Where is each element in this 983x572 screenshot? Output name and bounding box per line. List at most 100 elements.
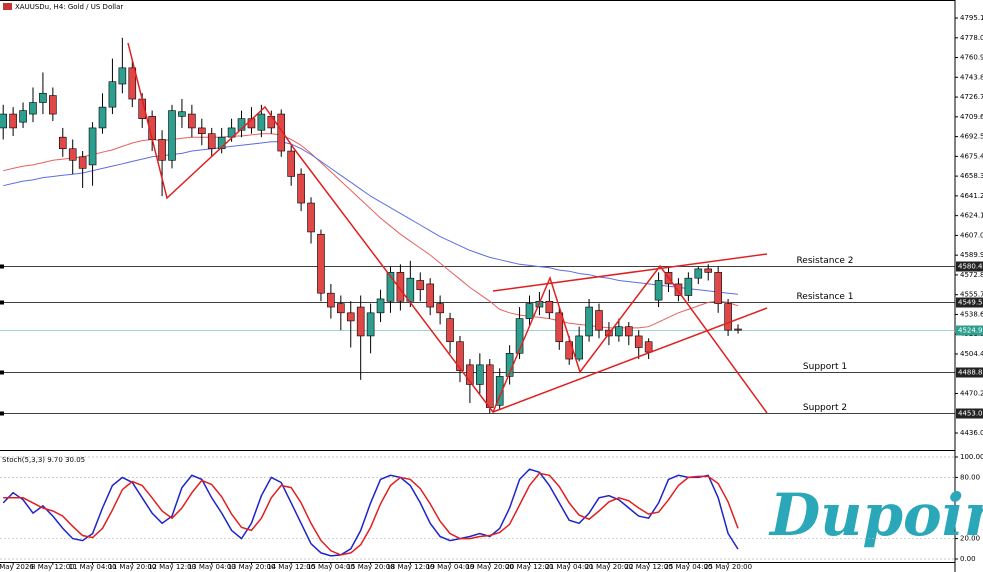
x-tick-label: 18 May 12:00 [386, 563, 434, 571]
candle-body [188, 113, 196, 129]
candle-body [704, 268, 713, 273]
candle-body [714, 272, 722, 304]
candle-body [19, 110, 27, 123]
candle-body [297, 173, 305, 204]
y-tick-label: 4607.00 [960, 231, 983, 239]
level-marker [0, 370, 4, 375]
y-tick-label: 4641.20 [960, 192, 983, 200]
y-tick-label: 4658.30 [960, 172, 983, 180]
candle-body [366, 312, 375, 337]
price-box [956, 297, 983, 308]
y-tick-label: 4795.10 [960, 14, 983, 22]
level-marker [0, 411, 4, 416]
candle-body [555, 312, 564, 343]
level-marker [0, 264, 4, 269]
candle-body [456, 341, 464, 371]
price-box [956, 367, 983, 378]
level-label: Support 2 [803, 403, 847, 413]
candle-body [0, 113, 8, 129]
channel-upper [492, 253, 768, 292]
candle-body [346, 312, 355, 322]
x-tick-label: 25 May 04:00 [664, 563, 712, 571]
candle-body [267, 116, 276, 129]
candle-body [9, 113, 17, 129]
candle-body [615, 326, 623, 337]
candle-body [78, 156, 87, 169]
candle-body [694, 268, 703, 279]
y-tick-label: 4726.70 [960, 93, 983, 101]
price-box-label: 4549.53 [958, 299, 983, 307]
x-tick-label: 7 May 2026 [0, 563, 34, 571]
y-tick-label: 4692.50 [960, 133, 983, 141]
candle-body [237, 118, 246, 131]
candle-body [217, 136, 226, 150]
level-marker [0, 300, 4, 305]
x-tick-label: 8 May 12:00 [31, 563, 75, 571]
candle-body [545, 300, 554, 314]
candle-body [386, 272, 395, 302]
candle-body [416, 280, 425, 291]
candle-body [327, 292, 335, 308]
drawings [127, 42, 768, 414]
candle-body [525, 303, 534, 319]
level-label: Resistance 2 [796, 256, 853, 266]
y-tick-label: 0.00 [960, 555, 976, 563]
candle-body [49, 95, 57, 115]
candle-body [88, 127, 97, 166]
candle-body [277, 113, 286, 152]
x-tick-label: 19 May 04:00 [426, 563, 474, 571]
candle-body [287, 150, 295, 177]
y-tick-label: 4675.40 [960, 152, 983, 160]
y-tick-label: 20.00 [960, 535, 980, 543]
candle-body [634, 335, 643, 348]
y-tick-label: 4760.90 [960, 54, 983, 62]
x-tick-label: 13 May 20:00 [227, 563, 275, 571]
candle-body [178, 111, 186, 117]
x-tick-label: 19 May 20:00 [466, 563, 514, 571]
y-tick-label: 4743.80 [960, 73, 983, 81]
watermark: Dupoin [768, 481, 983, 549]
candle-body [485, 364, 494, 408]
candle-body [58, 136, 67, 150]
candle-body [436, 303, 444, 314]
level-label: Support 1 [803, 362, 847, 372]
price-box [956, 261, 983, 272]
candle-body [257, 113, 266, 131]
level-label: Resistance 1 [796, 292, 853, 302]
candle-body [495, 376, 504, 406]
candle-body [724, 303, 732, 331]
channel-lower [492, 307, 768, 413]
candle-body [207, 133, 216, 150]
candle-body [595, 310, 603, 331]
candle-body [644, 341, 653, 353]
y-tick-label: 4624.10 [960, 212, 983, 220]
x-tick-label: 22 May 12:00 [625, 563, 673, 571]
stoch-line [3, 472, 739, 556]
price-box-label: 4580.46 [958, 263, 983, 271]
candle-body [168, 110, 176, 161]
candle-body [307, 202, 315, 233]
candle-body [396, 272, 405, 302]
candle-body [476, 364, 484, 385]
candle-body [515, 318, 524, 354]
price-box [956, 408, 983, 419]
x-tick-label: 11 May 04:00 [69, 563, 117, 571]
candle-body [426, 283, 434, 308]
y-tick-label: 4572.80 [960, 271, 983, 279]
flag-icon [3, 3, 12, 10]
candle-body [674, 283, 683, 296]
y-tick-label: 4470.20 [960, 389, 983, 397]
x-tick-label: 21 May 20:00 [585, 563, 633, 571]
y-tick-label: 4589.90 [960, 251, 983, 259]
stoch-title: Stoch(5,3,3) 9.70 30.05 [2, 456, 85, 464]
candle-body [317, 233, 325, 294]
candle-body [406, 277, 415, 302]
y-tick-label: 4538.60 [960, 310, 983, 318]
candle-body [585, 306, 593, 337]
y-tick-label: 100.00 [960, 453, 983, 461]
y-tick-label: 4778.00 [960, 34, 983, 42]
candle-body [624, 326, 633, 337]
y-tick-label: 4436.00 [960, 429, 983, 437]
